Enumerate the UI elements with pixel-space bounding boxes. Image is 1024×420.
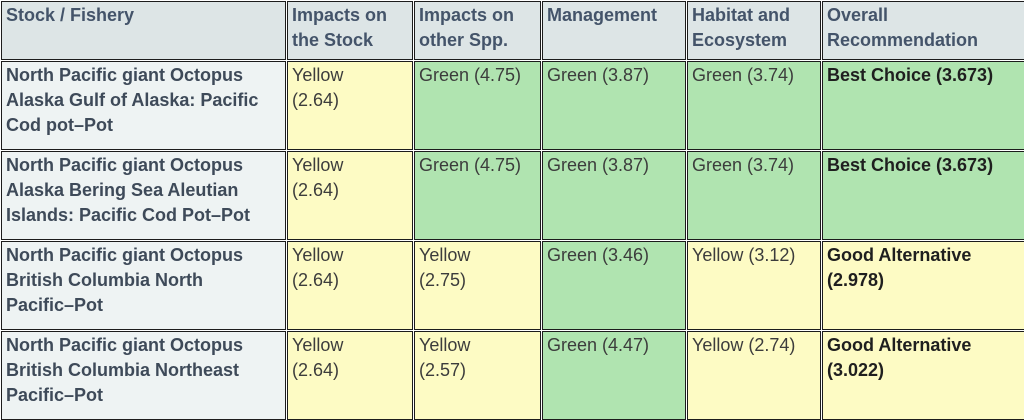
header-row: Stock / Fishery Impacts on the Stock Impac… (1, 1, 1024, 60)
habitat-ecosystem-rating-cell: Green (3.74) (687, 151, 821, 240)
table-row: North Pacific giant Octopus British Colu… (1, 241, 1024, 330)
table-header: Stock / Fishery Impacts on the Stock Impac… (1, 1, 1024, 60)
table-body: North Pacific giant Octopus Alaska Gulf … (1, 61, 1024, 420)
habitat-ecosystem-rating-cell: Green (3.74) (687, 61, 821, 150)
table-row: North Pacific giant Octopus Alaska Berin… (1, 151, 1024, 240)
overall-recommendation-cell: Good Alternative (3.022) (822, 331, 1024, 420)
column-header-habitat-ecosystem: Habitat and Ecosystem (687, 1, 821, 60)
impacts-stock-rating-cell: Yellow (2.64) (287, 151, 413, 240)
overall-recommendation-cell: Good Alternative (2.978) (822, 241, 1024, 330)
column-header-overall-recommendation: Overall Recommendation (822, 1, 1024, 60)
impacts-other-spp-rating-cell: Yellow (2.75) (414, 241, 541, 330)
management-rating-cell: Green (3.87) (542, 61, 686, 150)
management-rating-cell: Green (3.46) (542, 241, 686, 330)
impacts-other-spp-rating-cell: Green (4.75) (414, 151, 541, 240)
impacts-other-spp-rating-cell: Yellow (2.57) (414, 331, 541, 420)
habitat-ecosystem-rating-cell: Yellow (2.74) (687, 331, 821, 420)
impacts-stock-rating-cell: Yellow (2.64) (287, 331, 413, 420)
column-header-management: Management (542, 1, 686, 60)
stock-fishery-cell: North Pacific giant Octopus Alaska Gulf … (1, 61, 286, 150)
table-row: North Pacific giant Octopus Alaska Gulf … (1, 61, 1024, 150)
column-header-impacts-stock: Impacts on the Stock (287, 1, 413, 60)
management-rating-cell: Green (3.87) (542, 151, 686, 240)
table-row: North Pacific giant Octopus British Colu… (1, 331, 1024, 420)
overall-recommendation-cell: Best Choice (3.673) (822, 151, 1024, 240)
column-header-stock: Stock / Fishery (1, 1, 286, 60)
impacts-other-spp-rating-cell: Green (4.75) (414, 61, 541, 150)
habitat-ecosystem-rating-cell: Yellow (3.12) (687, 241, 821, 330)
impacts-stock-rating-cell: Yellow (2.64) (287, 61, 413, 150)
stock-fishery-cell: North Pacific giant Octopus British Colu… (1, 241, 286, 330)
column-header-impacts-other-spp: Impacts on other Spp. (414, 1, 541, 60)
overall-recommendation-cell: Best Choice (3.673) (822, 61, 1024, 150)
stock-fishery-cell: North Pacific giant Octopus Alaska Berin… (1, 151, 286, 240)
stock-fishery-cell: North Pacific giant Octopus British Colu… (1, 331, 286, 420)
impacts-stock-rating-cell: Yellow (2.64) (287, 241, 413, 330)
management-rating-cell: Green (4.47) (542, 331, 686, 420)
